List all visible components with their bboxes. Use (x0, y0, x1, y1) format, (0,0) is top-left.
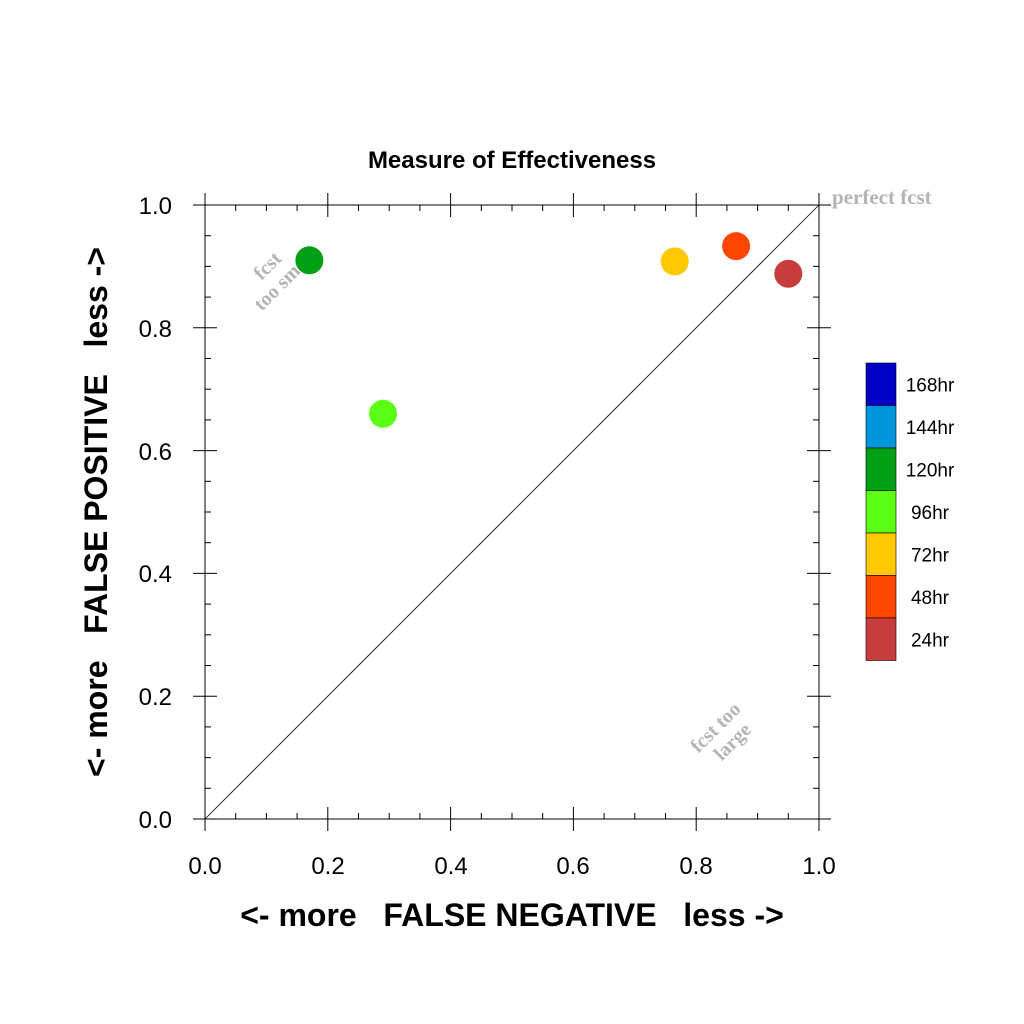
legend-label-96hr: 96hr (911, 503, 950, 524)
y-tick-label: 0.4 (139, 561, 172, 588)
perfect-forecast-annotation: perfect fcst (832, 185, 932, 209)
y-tick-labels: 0.0 0.2 0.4 0.6 0.8 1.0 (139, 193, 172, 834)
too-large-annotation: fcst too large (686, 698, 756, 765)
x-tick-label: 0.8 (679, 853, 712, 880)
legend-swatch-48hr (865, 575, 897, 619)
legend-label-168hr: 168hr (906, 375, 955, 396)
x-tick-labels: 0.0 0.2 0.4 0.6 0.8 1.0 (188, 853, 835, 880)
data-point-48hr (722, 232, 751, 261)
y-tick-label: 0.2 (139, 684, 172, 711)
x-tick-label: 0.2 (311, 853, 344, 880)
legend-swatch-120hr (865, 447, 897, 491)
legend-label-48hr: 48hr (911, 588, 950, 609)
y-tick-label: 0.8 (139, 316, 172, 343)
chart-title: Measure of Effectiveness (368, 147, 656, 174)
tick-marks (193, 193, 831, 831)
x-tick-label: 0.6 (556, 853, 589, 880)
x-tick-label: 1.0 (802, 853, 835, 880)
y-tick-label: 0.6 (139, 439, 172, 466)
legend-label-24hr: 24hr (911, 630, 950, 651)
data-point-72hr (660, 247, 689, 276)
x-axis-label: <- more FALSE NEGATIVE less -> (240, 897, 784, 933)
data-points (295, 232, 803, 428)
legend-label-72hr: 72hr (911, 545, 950, 566)
data-point-24hr (774, 259, 803, 288)
y-axis-label: <- more FALSE POSITIVE less -> (78, 247, 114, 777)
data-point-120hr (295, 246, 324, 275)
legend-swatch-168hr (865, 362, 897, 406)
data-point-96hr (369, 399, 398, 428)
legend-swatch-144hr (865, 405, 897, 449)
legend-label-144hr: 144hr (906, 418, 955, 439)
x-tick-label: 0.0 (188, 853, 221, 880)
legend-label-120hr: 120hr (906, 460, 955, 481)
y-tick-label: 0.0 (139, 807, 172, 834)
legend-swatch-72hr (865, 532, 897, 576)
x-tick-label: 0.4 (434, 853, 467, 880)
legend-swatch-24hr (865, 617, 897, 661)
legend: 168hr 144hr 120hr 96hr 72hr 48hr 24hr (865, 362, 955, 661)
diagonal-line (204, 204, 820, 820)
y-tick-label: 1.0 (139, 193, 172, 220)
legend-swatch-96hr (865, 490, 897, 534)
